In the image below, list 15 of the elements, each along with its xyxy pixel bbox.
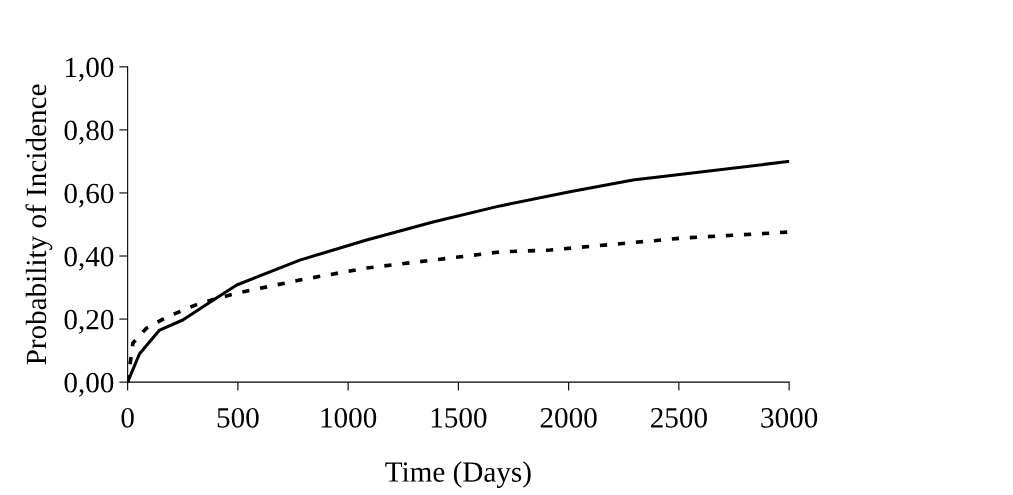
y-tick-label: 0,00 bbox=[64, 372, 114, 397]
x-tick-label: 1000 bbox=[321, 407, 377, 428]
x-tick-label: 500 bbox=[217, 407, 259, 428]
x-axis-title: Time (Days) bbox=[385, 461, 531, 488]
y-tick-label: 1,00 bbox=[65, 57, 114, 82]
x-tick-label: 0 bbox=[121, 407, 134, 428]
x-tick-label: 2500 bbox=[650, 407, 707, 428]
y-tick-label: 0,40 bbox=[64, 246, 114, 271]
x-tick-label: 2000 bbox=[540, 407, 597, 428]
y-tick-label: 0,60 bbox=[64, 183, 114, 208]
x-tick-label: 3000 bbox=[761, 407, 818, 428]
y-tick-label: 0,20 bbox=[64, 309, 114, 334]
x-tick-label: 1500 bbox=[431, 407, 487, 428]
y-tick-label: 0,80 bbox=[64, 120, 114, 145]
y-axis-title: Probability of Incidence bbox=[25, 84, 53, 365]
